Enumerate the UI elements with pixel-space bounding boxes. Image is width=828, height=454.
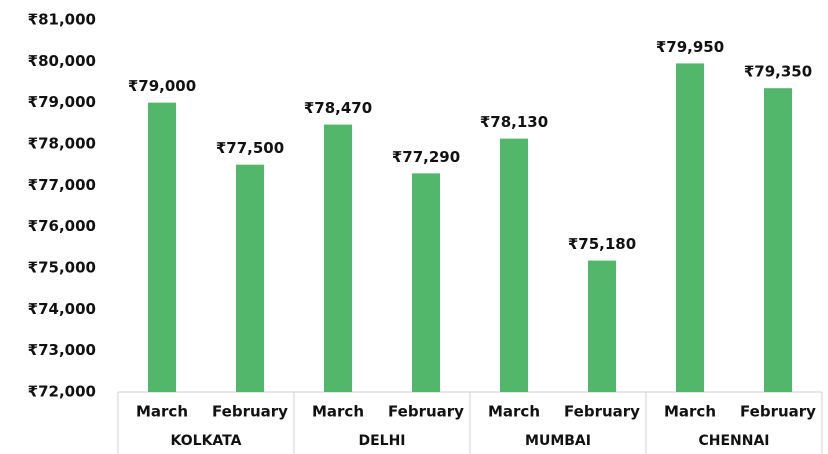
- y-tick-label: ₹74,000: [28, 300, 96, 318]
- data-label: ₹78,130: [480, 113, 548, 131]
- x-tick-label: March: [312, 403, 364, 421]
- bar: [764, 88, 792, 392]
- group-label: CHENNAI: [698, 433, 769, 449]
- y-tick-label: ₹76,000: [28, 217, 96, 235]
- group-label: MUMBAI: [525, 433, 591, 449]
- data-label: ₹79,950: [656, 38, 724, 56]
- x-tick-label: March: [664, 403, 716, 421]
- data-label: ₹79,350: [744, 63, 812, 81]
- bar: [676, 63, 704, 393]
- bar: [148, 102, 176, 393]
- bar: [412, 173, 440, 392]
- x-tick-label: February: [740, 403, 816, 421]
- y-tick-label: ₹73,000: [28, 341, 96, 359]
- y-tick-label: ₹79,000: [28, 93, 96, 111]
- data-label: ₹77,500: [216, 139, 284, 157]
- y-tick-label: ₹72,000: [28, 383, 96, 401]
- group-label: KOLKATA: [171, 433, 242, 449]
- data-label: ₹75,180: [568, 235, 636, 253]
- data-label: ₹77,290: [392, 148, 460, 166]
- data-label: ₹79,000: [128, 77, 196, 95]
- data-label: ₹78,470: [304, 99, 372, 117]
- bar: [324, 124, 352, 392]
- x-tick-label: February: [388, 403, 464, 421]
- y-tick-label: ₹80,000: [28, 52, 96, 70]
- y-tick-label: ₹75,000: [28, 259, 96, 277]
- bar: [236, 164, 264, 392]
- bar: [588, 260, 616, 392]
- x-tick-label: February: [212, 403, 288, 421]
- x-tick-label: March: [136, 403, 188, 421]
- y-tick-label: ₹81,000: [28, 11, 96, 29]
- bar: [500, 138, 528, 392]
- y-tick-label: ₹77,000: [28, 176, 96, 194]
- group-label: DELHI: [358, 433, 405, 449]
- x-tick-label: February: [564, 403, 640, 421]
- y-tick-label: ₹78,000: [28, 135, 96, 153]
- x-tick-label: March: [488, 403, 540, 421]
